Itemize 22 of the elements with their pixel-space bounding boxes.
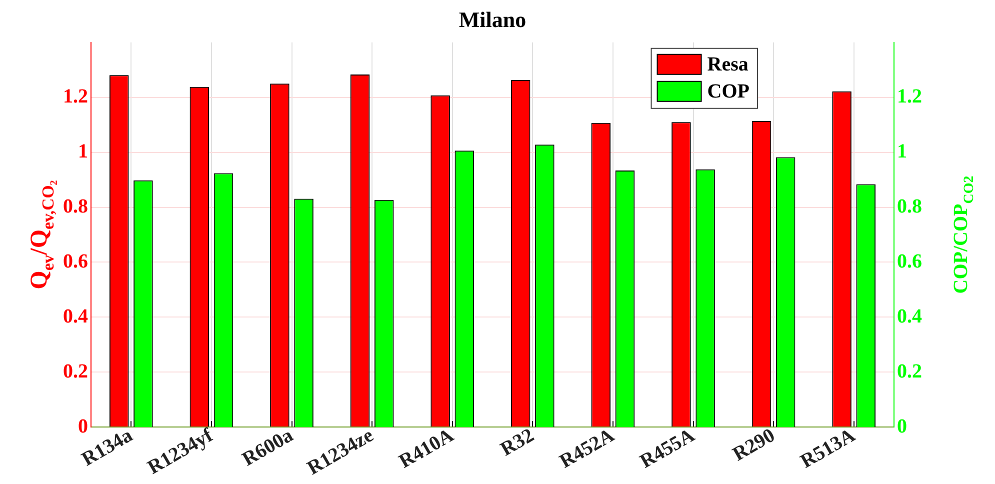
y2-tick-label: 1 <box>897 140 907 162</box>
y-tick-label: 1.2 <box>63 86 88 108</box>
legend-label: Resa <box>707 54 748 76</box>
y2-tick-label: 1.2 <box>897 86 922 108</box>
y-tick-label: 0 <box>78 415 88 438</box>
y-tick-label: 0.6 <box>63 250 88 272</box>
y-axis-title: Qev/Qev,CO₂ <box>26 180 58 290</box>
y-tick-label: 0.8 <box>63 195 88 218</box>
y-tick-label: 0.2 <box>63 360 88 382</box>
y2-tick-label: 0.8 <box>897 195 922 218</box>
y2-axis-title: COP/COPCO2 <box>950 176 977 294</box>
y-tick-label: 0.4 <box>63 305 88 328</box>
legend-label: COP <box>707 80 750 103</box>
x-tick-label: R290 <box>729 424 779 466</box>
y2-tick-label: 0.2 <box>897 360 922 382</box>
x-tick-label: R600a <box>238 424 297 471</box>
x-tick-label: R32 <box>496 424 538 461</box>
y-tick-label: 1 <box>78 140 88 162</box>
y2-tick-label: 0.4 <box>897 305 922 328</box>
y2-tick-label: 0.6 <box>897 250 922 272</box>
y2-tick-label: 0 <box>897 415 907 438</box>
chart-title: Milano <box>458 6 526 32</box>
